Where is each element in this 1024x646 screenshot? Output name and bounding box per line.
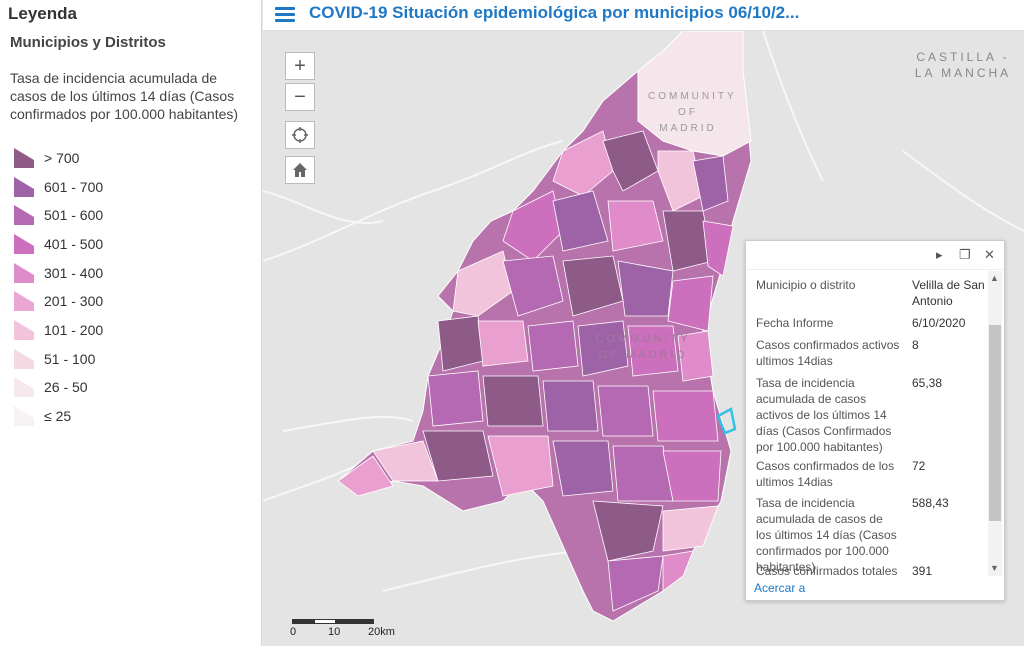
legend-label: 101 - 200 — [44, 322, 104, 338]
legend-title: Leyenda — [8, 4, 77, 23]
legend-item: 601 - 700 — [14, 176, 103, 198]
next-feature-icon[interactable]: ▸ — [936, 247, 943, 262]
crosshair-icon — [292, 127, 308, 143]
popup-key: Fecha Informe — [756, 316, 834, 330]
scale-label: 20km — [368, 626, 395, 638]
popup-key: Casos confirmados de los ultimos 14dias — [756, 459, 895, 489]
legend-label: 401 - 500 — [44, 236, 104, 252]
legend-item: 301 - 400 — [14, 262, 103, 284]
legend-label: 601 - 700 — [44, 179, 104, 195]
hamburger-menu-icon[interactable] — [275, 5, 295, 23]
zoom-out-button[interactable]: − — [285, 83, 315, 111]
legend-swatch — [14, 263, 34, 283]
popup-value: 588,43 — [912, 496, 949, 510]
legend-swatch — [14, 291, 34, 311]
legend-swatch — [14, 406, 34, 426]
popup-key: Casos confirmados totales — [756, 564, 898, 576]
popup-scrollbar[interactable]: ▲ ▼ — [988, 271, 1002, 576]
legend-field-description: Tasa de incidencia acumulada de casos de… — [10, 70, 239, 122]
popup-value: 8 — [912, 338, 919, 352]
popup-value: 72 — [912, 459, 926, 473]
legend-swatch — [14, 377, 34, 397]
zoom-to-link[interactable]: Acercar a — [754, 581, 806, 595]
scale-label: 0 — [290, 626, 297, 638]
legend-label: 51 - 100 — [44, 351, 96, 367]
popup-key: Municipio o distrito — [756, 278, 856, 292]
scrollbar-thumb[interactable] — [989, 325, 1001, 521]
legend-swatch — [14, 349, 34, 369]
legend-label: 26 - 50 — [44, 379, 88, 395]
legend-layer-name: Municipios y Distritos — [10, 34, 166, 51]
maximize-icon[interactable]: ❐ — [959, 247, 971, 262]
legend-item: > 700 — [14, 147, 79, 169]
region-label-madrid-north: COMMUNITY OF MADRID — [648, 91, 737, 134]
legend-label: 301 - 400 — [44, 265, 104, 281]
legend-label: > 700 — [44, 150, 80, 166]
legend-swatch — [14, 205, 34, 225]
home-button[interactable] — [285, 156, 315, 184]
feature-popup: ▸ ❐ ✕ Municipio o distrito Velilla de Sa… — [745, 240, 1005, 601]
scale-segment — [292, 619, 314, 624]
locate-button[interactable] — [285, 121, 315, 149]
legend-swatch — [14, 177, 34, 197]
close-icon[interactable]: ✕ — [984, 247, 995, 262]
zoom-in-button[interactable]: + — [285, 52, 315, 80]
scroll-down-icon[interactable]: ▼ — [990, 563, 999, 573]
popup-value: Velilla de San Antonio — [912, 278, 985, 308]
legend-label: ≤ 25 — [44, 408, 72, 424]
legend-swatch — [14, 234, 34, 254]
map-canvas — [263, 31, 1024, 622]
legend-item: 201 - 300 — [14, 290, 103, 312]
app-title: COVID-19 Situación epidemiológica por mu… — [309, 3, 800, 22]
popup-value: 65,38 — [912, 376, 943, 390]
popup-titlebar: ▸ ❐ ✕ — [746, 241, 1004, 270]
legend-label: 201 - 300 — [44, 293, 104, 309]
popup-key: Tasa de incidencia acumulada de casos de… — [756, 496, 897, 574]
popup-value: 391 — [912, 564, 933, 576]
region-label-castilla: CASTILLA - LA MANCHA — [914, 50, 1012, 80]
popup-key: Casos confirmados activos ultimos 14dias — [756, 338, 900, 368]
legend-swatch — [14, 320, 34, 340]
popup-value: 6/10/2020 — [912, 316, 966, 330]
region-label-madrid-center: COMMUNITY OF MADRID — [595, 333, 691, 361]
app-header: COVID-19 Situación epidemiológica por mu… — [263, 0, 1024, 31]
legend-item: 401 - 500 — [14, 233, 103, 255]
scale-segment — [336, 619, 374, 624]
legend-item: 26 - 50 — [14, 376, 88, 398]
scale-bar: 0 10 20km — [290, 618, 400, 640]
legend-item: ≤ 25 — [14, 405, 71, 427]
scale-segment — [314, 619, 336, 624]
popup-content[interactable]: Municipio o distrito Velilla de San Anto… — [746, 271, 986, 576]
popup-key: Tasa de incidencia acumulada de casos ac… — [756, 376, 892, 454]
home-icon — [293, 163, 307, 177]
legend-item: 51 - 100 — [14, 348, 95, 370]
legend-item: 101 - 200 — [14, 319, 103, 341]
scale-label: 10 — [328, 626, 341, 638]
legend-panel: Leyenda Municipios y Distritos Tasa de i… — [0, 0, 262, 646]
legend-swatch — [14, 148, 34, 168]
legend-label: 501 - 600 — [44, 207, 104, 223]
scroll-up-icon[interactable]: ▲ — [990, 273, 999, 283]
legend-item: 501 - 600 — [14, 204, 103, 226]
